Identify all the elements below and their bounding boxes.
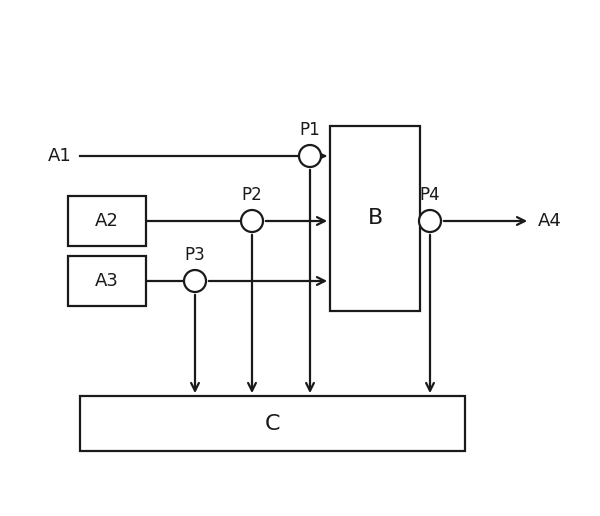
Text: A3: A3 [95, 272, 119, 290]
Text: A2: A2 [95, 212, 119, 230]
Circle shape [184, 270, 206, 292]
Text: C: C [265, 413, 280, 433]
Circle shape [419, 210, 441, 232]
Text: B: B [367, 208, 383, 229]
Text: P2: P2 [242, 186, 262, 204]
Text: P3: P3 [185, 246, 205, 264]
Bar [80, 396, 465, 451]
Circle shape [241, 210, 263, 232]
Bar [330, 126, 420, 311]
Text: P1: P1 [299, 121, 320, 139]
Text: A1: A1 [48, 147, 72, 165]
Text: A4: A4 [538, 212, 562, 230]
Bar [68, 256, 146, 306]
Circle shape [299, 145, 321, 167]
Text: P4: P4 [419, 186, 440, 204]
Bar [68, 196, 146, 246]
